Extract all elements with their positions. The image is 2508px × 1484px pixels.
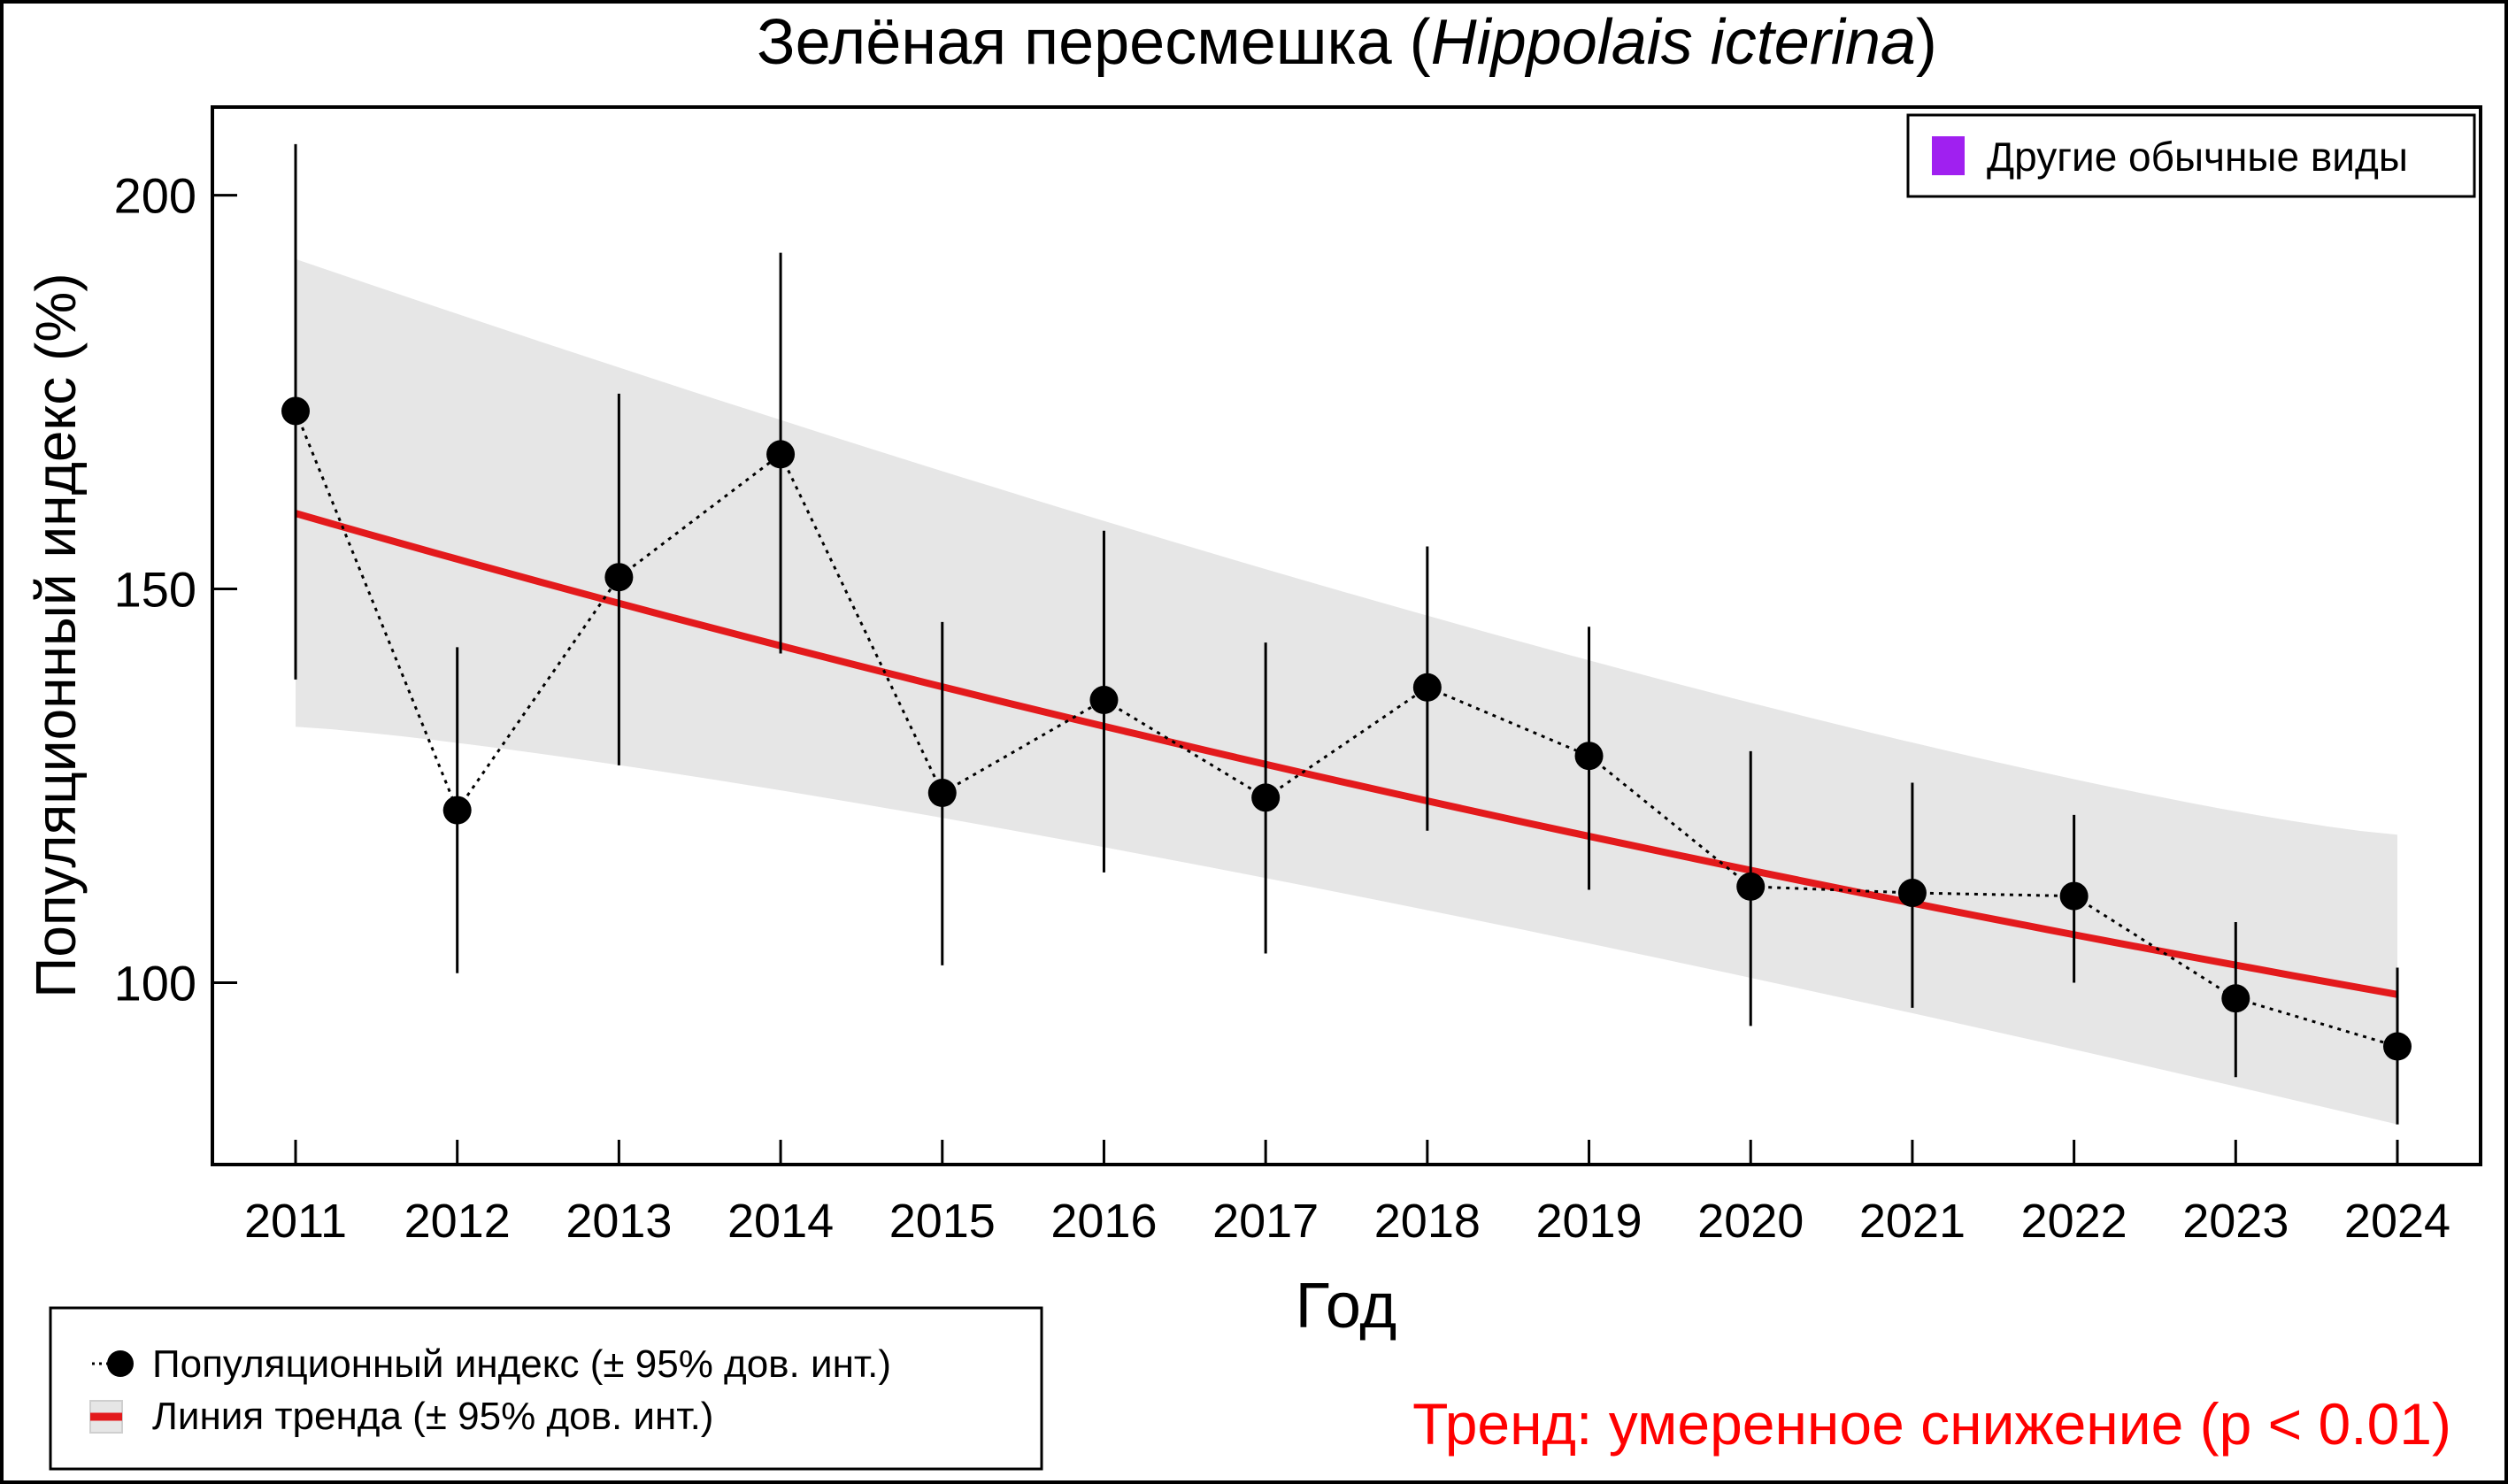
connector-segment (2235, 996, 2398, 1048)
data-point-2022 (2059, 881, 2089, 911)
y-axis: 100 150 200 (114, 168, 237, 1011)
points-layer (281, 396, 2412, 1061)
x-tick-label-2013: 2013 (565, 1195, 672, 1248)
connector-segment (1912, 891, 2074, 898)
x-tick-label-2021: 2021 (1859, 1195, 1966, 1248)
data-point-2021 (1897, 879, 1927, 908)
x-axis: 2011 2012 2013 2014 2015 2016 2017 2018 2019 2020… (244, 1140, 2450, 1248)
legend-point-label: Популяционный индекс (± 95% дов. инт.) (152, 1342, 891, 1386)
data-point-2011 (281, 396, 310, 426)
data-point-2017 (1251, 783, 1281, 812)
connector-segment (618, 453, 781, 579)
x-tick-label-2012: 2012 (404, 1195, 511, 1248)
x-tick-label-2022: 2022 (2021, 1195, 2127, 1248)
data-point-2013 (604, 563, 634, 592)
legend-other-species: Другие обычные виды (1906, 113, 2476, 198)
connector-segment (2073, 895, 2237, 1000)
data-point-2012 (442, 796, 472, 825)
y-axis-label: Популяционный индекс (%) (24, 273, 88, 997)
data-point-2019 (1574, 742, 1604, 771)
connector-segment (1427, 686, 1590, 757)
x-axis-label: Год (1296, 1271, 1397, 1342)
y-tick-label-150: 150 (114, 562, 196, 618)
other-species-label: Другие обычные виды (1987, 134, 2408, 180)
legend-trend-label: Линия тренда (± 95% дов. инт.) (152, 1395, 713, 1438)
trend-line (294, 510, 2398, 998)
data-point-2018 (1412, 673, 1442, 702)
title-latin: Hippolais icterina (1431, 7, 1916, 78)
y-tick-label-100: 100 (114, 955, 196, 1011)
x-tick-label-2020: 2020 (1697, 1195, 1804, 1248)
x-tick-label-2024: 2024 (2344, 1195, 2450, 1248)
connector-segment (456, 576, 620, 811)
connector-segment (1265, 686, 1428, 799)
connector-segment (1750, 885, 1912, 895)
legend-trend-icon (89, 1400, 123, 1434)
data-point-2024 (2383, 1032, 2412, 1061)
legend-point-icon (92, 1350, 134, 1377)
y-tick-label-200: 200 (114, 168, 196, 224)
x-tick-label-2014: 2014 (727, 1195, 834, 1248)
legend-main: Популяционный индекс (± 95% дов. инт.) Л… (49, 1306, 1043, 1471)
x-tick-label-2023: 2023 (2182, 1195, 2289, 1248)
data-point-2020 (1736, 872, 1766, 901)
x-tick-label-2011: 2011 (244, 1195, 347, 1248)
data-point-2015 (927, 779, 957, 808)
data-point-2016 (1089, 686, 1119, 715)
x-tick-label-2019: 2019 (1535, 1195, 1642, 1248)
plot-area (211, 105, 2482, 1166)
connector-segment (779, 453, 944, 794)
title-close: ) (1916, 7, 1937, 78)
other-species-swatch (1932, 136, 1965, 175)
title-main: Зелёная пересмешка ( (757, 7, 1431, 78)
x-tick-label-2017: 2017 (1212, 1195, 1319, 1248)
connector-segment (294, 410, 459, 811)
trend-ci-band (296, 258, 2397, 1125)
trend-line-layer (294, 510, 2398, 998)
trend-annotation: Тренд: умеренное снижение (p < 0.01) (1412, 1391, 2451, 1457)
x-tick-label-2016: 2016 (1050, 1195, 1157, 1248)
trend-ci-band-layer (296, 258, 2397, 1125)
data-point-2023 (2221, 984, 2250, 1013)
x-tick-label-2018: 2018 (1374, 1195, 1481, 1248)
data-point-2014 (766, 440, 796, 469)
chart-title: Зелёная пересмешка (Hippolais icterina) (757, 7, 1937, 78)
x-tick-label-2015: 2015 (889, 1195, 996, 1248)
connector-line-layer (294, 410, 2398, 1048)
